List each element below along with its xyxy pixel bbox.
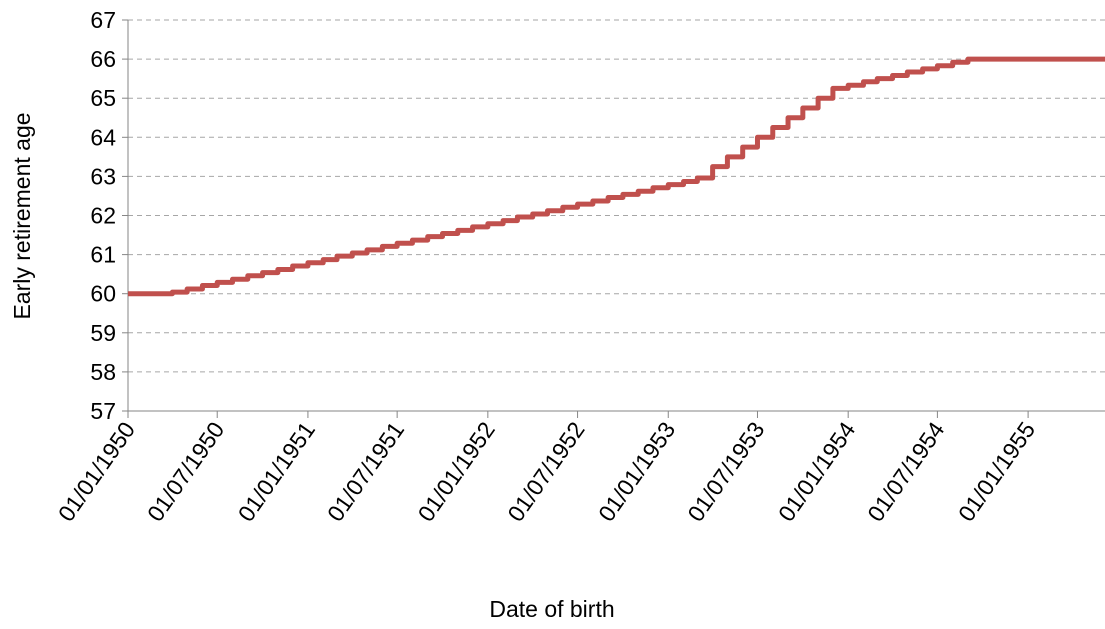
y-tick-label: 60	[90, 281, 116, 307]
y-tick-label: 63	[90, 163, 116, 189]
x-tick-label: 01/07/1951	[322, 417, 409, 526]
x-tick-label: 01/01/1951	[233, 417, 320, 526]
y-tick-label: 66	[90, 46, 116, 72]
x-axis-title: Date of birth	[489, 596, 614, 622]
axis-layer	[122, 19, 1105, 418]
label-layer: Early retirement age Date of birth 57 58 5…	[9, 7, 1040, 622]
x-tick-label: 01/01/1954	[773, 417, 860, 526]
y-tick-label: 67	[90, 7, 116, 33]
y-tick-label: 64	[90, 124, 116, 150]
series-line-0	[128, 56, 1105, 297]
y-tick-label: 59	[90, 320, 116, 346]
x-tick-label: 01/07/1953	[682, 417, 769, 526]
y-tick-label: 57	[90, 398, 116, 424]
x-tick-label: 01/01/1952	[413, 417, 500, 526]
y-tick-label: 58	[90, 359, 116, 385]
x-tick-label: 01/07/1950	[142, 417, 229, 526]
y-tick-label: 61	[90, 242, 116, 268]
y-axis-title: Early retirement age	[9, 112, 35, 319]
x-tick-label: 01/07/1952	[502, 417, 589, 526]
x-tick-label: 01/01/1955	[953, 417, 1040, 526]
y-tick-label: 62	[90, 203, 116, 229]
x-tick-label: 01/07/1954	[862, 417, 949, 526]
grid-layer	[128, 19, 1105, 373]
y-tick-label: 65	[90, 85, 116, 111]
x-tick-label: 01/01/1953	[593, 417, 680, 526]
series-layer	[128, 56, 1105, 297]
x-tick-label: 01/01/1950	[53, 417, 140, 526]
